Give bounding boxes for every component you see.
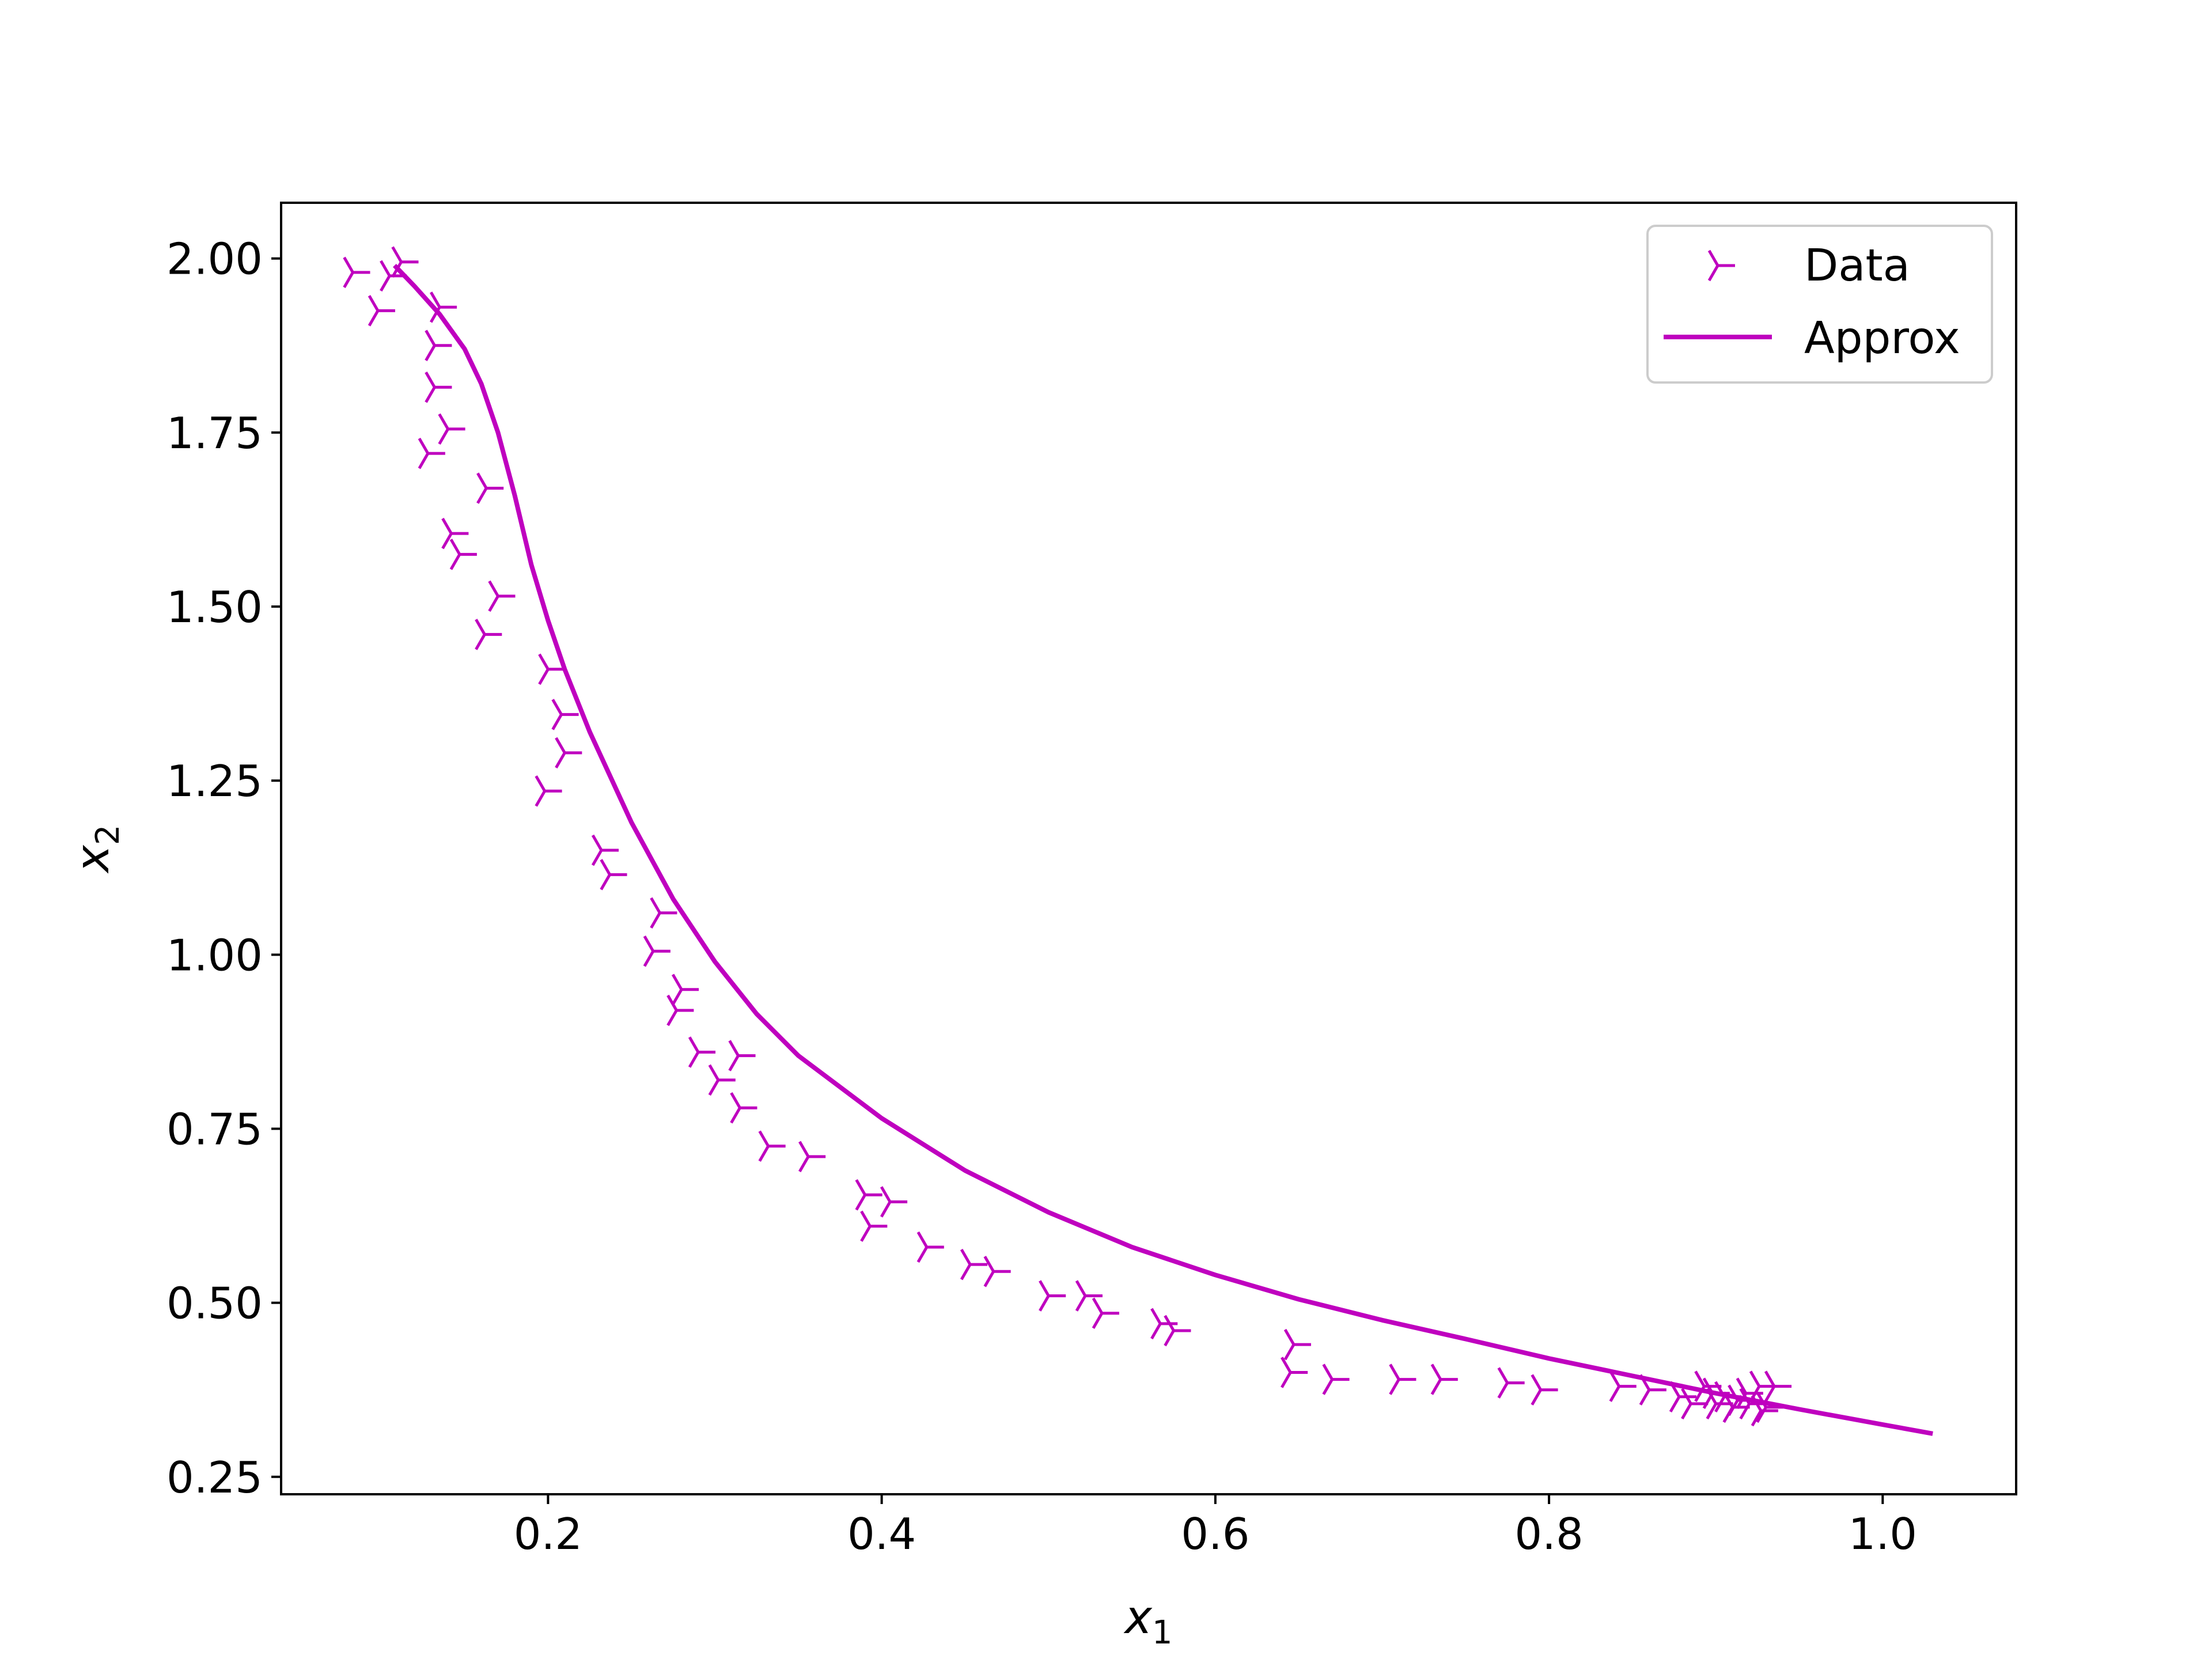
y-axis-label-subscript: 2: [89, 825, 127, 846]
data-point: [1639, 1374, 1666, 1406]
y-tick-label: 0.50: [166, 1278, 263, 1329]
legend: Data Approx: [1646, 225, 1993, 384]
data-point: [1389, 1363, 1416, 1395]
data-point: [438, 413, 465, 445]
legend-approx-label: Approx: [1804, 313, 1960, 364]
y-tick-label: 1.25: [166, 756, 263, 806]
data-point: [425, 329, 452, 361]
data-point: [1092, 1297, 1119, 1329]
y-axis: 0.25 0.50 0.75 1.00 1.25 1.50 1.75 2.00: [166, 234, 281, 1503]
x-axis-label-subscript: 1: [1152, 1614, 1173, 1652]
data-series: [343, 246, 1792, 1427]
data-point: [960, 1248, 988, 1281]
data-point: [380, 260, 407, 292]
data-point: [1751, 1395, 1778, 1427]
data-point: [708, 1064, 736, 1096]
data-point: [475, 619, 502, 650]
x-axis-label: x1: [1123, 1590, 1173, 1652]
legend-data-marker: [1707, 249, 1735, 282]
data-point: [391, 246, 419, 278]
data-point: [983, 1256, 1011, 1287]
data-point: [449, 539, 477, 570]
data-point: [535, 775, 562, 807]
data-point: [1430, 1363, 1458, 1395]
data-point: [855, 1179, 882, 1211]
x-tick-label: 0.8: [1514, 1509, 1583, 1559]
data-point: [1497, 1367, 1525, 1399]
data-point: [650, 897, 677, 929]
data-point: [1283, 1328, 1311, 1361]
data-point: [343, 256, 370, 289]
y-tick-label: 1.50: [166, 582, 263, 632]
axes-frame: [280, 202, 2017, 1495]
data-point: [1764, 1370, 1792, 1402]
data-point: [1281, 1357, 1308, 1388]
y-tick-label: 0.75: [166, 1104, 263, 1154]
data-point: [730, 1092, 757, 1124]
data-point: [1531, 1374, 1558, 1406]
y-tick-label: 0.25: [166, 1452, 263, 1503]
data-point: [880, 1186, 908, 1218]
data-point: [1322, 1363, 1350, 1395]
data-point: [425, 372, 452, 403]
data-point: [1039, 1280, 1066, 1312]
data-point: [488, 580, 516, 612]
legend-data-marker-glyph: [1707, 249, 1735, 282]
data-point: [688, 1036, 716, 1068]
data-point: [1075, 1280, 1103, 1312]
y-tick-label: 1.75: [166, 408, 263, 459]
data-point: [429, 291, 457, 323]
x-tick-label: 0.2: [514, 1509, 582, 1559]
data-point: [538, 653, 566, 685]
data-point: [758, 1130, 786, 1162]
x-tick-label: 0.6: [1181, 1509, 1249, 1559]
legend-data-label: Data: [1804, 240, 1910, 291]
data-point: [555, 737, 582, 769]
data-point: [916, 1231, 944, 1263]
approx-series: [393, 264, 1933, 1436]
data-point: [551, 699, 579, 730]
data-point: [798, 1141, 826, 1173]
y-axis-label: x2: [66, 825, 127, 874]
axes-background: [281, 203, 2016, 1494]
x-axis-label-main: x: [1123, 1590, 1153, 1644]
data-point: [476, 472, 504, 504]
approx-line: [393, 264, 1933, 1436]
data-point: [666, 994, 694, 1027]
y-tick-label: 2.00: [166, 234, 263, 285]
data-point: [643, 935, 671, 967]
y-axis-label-main: x: [66, 844, 119, 874]
data-point: [1609, 1370, 1637, 1402]
data-point: [441, 517, 469, 550]
data-point: [600, 859, 627, 891]
y-tick-label: 1.00: [166, 930, 263, 980]
plot-area: [280, 202, 2017, 1495]
x-tick-label: 1.0: [1849, 1509, 1917, 1559]
data-point: [671, 974, 699, 1005]
data-point: [728, 1040, 756, 1071]
data-point: [1164, 1315, 1191, 1347]
data-point: [860, 1210, 888, 1242]
x-axis: 0.2 0.4 0.6 0.8 1.0: [514, 1494, 1917, 1559]
data-point: [418, 437, 445, 469]
data-point: [368, 295, 395, 327]
data-point: [591, 834, 619, 866]
x-tick-label: 0.4: [847, 1509, 916, 1559]
